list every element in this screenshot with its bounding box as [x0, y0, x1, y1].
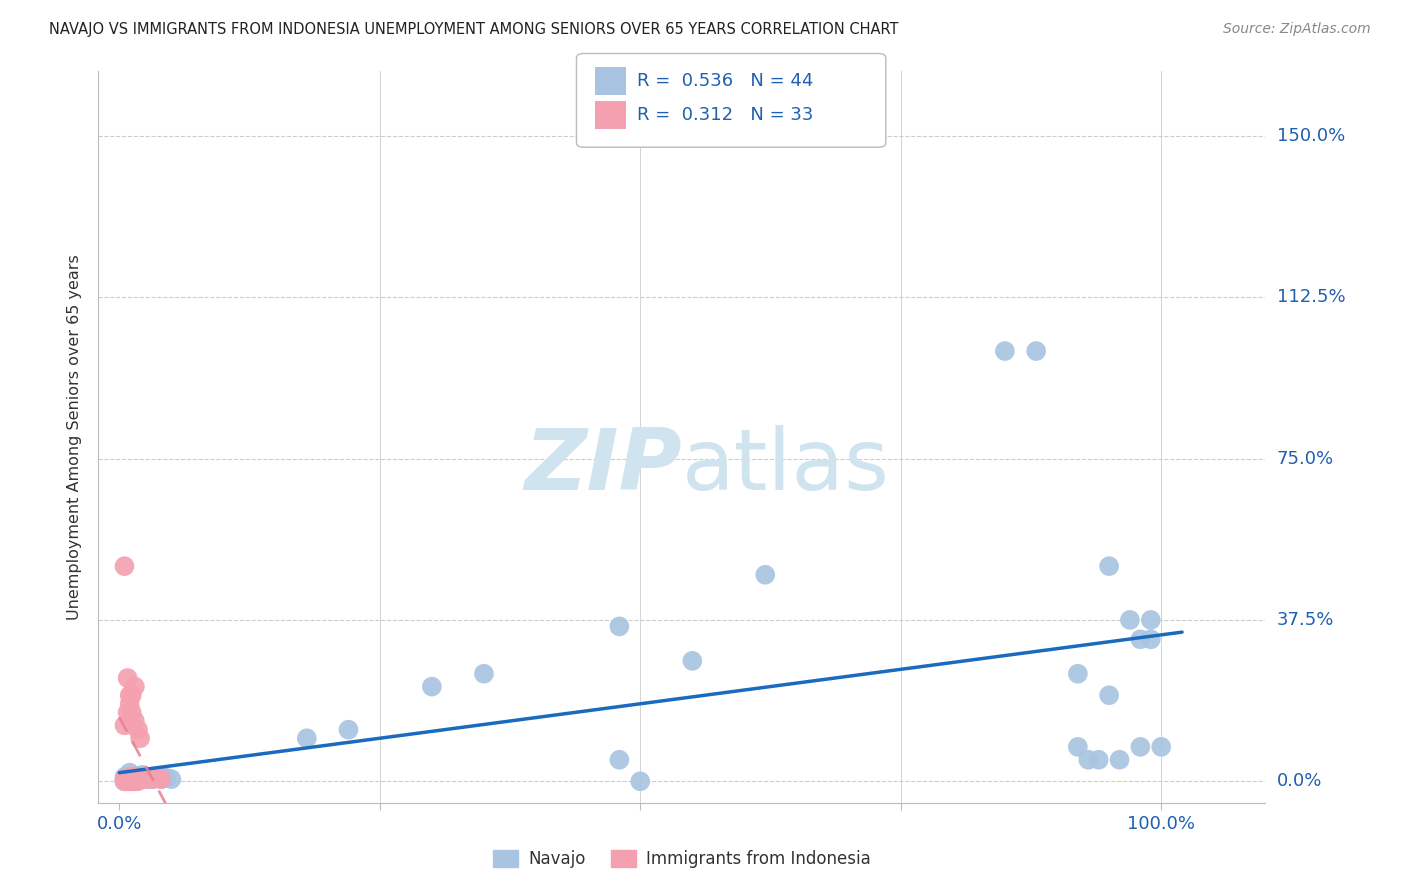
Point [134, 771, 156, 785]
Point [155, 771, 177, 785]
Point [1098, 688, 1121, 702]
Point [124, 771, 146, 785]
Text: Source: ZipAtlas.com: Source: ZipAtlas.com [1223, 22, 1371, 37]
Point [148, 771, 170, 785]
Point [114, 774, 136, 789]
Point [118, 774, 141, 789]
Point [121, 769, 143, 783]
Point [1025, 344, 1047, 359]
Point [420, 680, 443, 694]
Y-axis label: Unemployment Among Seniors over 65 years: Unemployment Among Seniors over 65 years [67, 254, 83, 620]
Point [994, 344, 1017, 359]
Point [114, 559, 136, 574]
Point [1077, 753, 1099, 767]
Point [124, 771, 146, 785]
Text: R =  0.312   N = 33: R = 0.312 N = 33 [637, 106, 813, 124]
Point [117, 671, 139, 685]
Point [118, 697, 141, 711]
Text: 0.0%: 0.0% [1277, 772, 1322, 790]
Point [118, 774, 141, 789]
Point [1098, 559, 1121, 574]
Point [160, 772, 183, 786]
Point [139, 770, 162, 784]
Point [114, 774, 136, 789]
Point [1087, 753, 1109, 767]
Point [114, 772, 136, 786]
Point [149, 772, 172, 786]
Text: 75.0%: 75.0% [1277, 450, 1334, 467]
Text: ZIP: ZIP [524, 425, 682, 508]
Point [472, 666, 495, 681]
Point [117, 772, 139, 786]
Point [139, 771, 162, 785]
Text: 150.0%: 150.0% [1277, 127, 1344, 145]
Point [124, 774, 146, 789]
Text: 37.5%: 37.5% [1277, 611, 1334, 629]
Text: NAVAJO VS IMMIGRANTS FROM INDONESIA UNEMPLOYMENT AMONG SENIORS OVER 65 YEARS COR: NAVAJO VS IMMIGRANTS FROM INDONESIA UNEM… [49, 22, 898, 37]
Point [149, 772, 172, 786]
Point [118, 688, 141, 702]
Point [1139, 613, 1161, 627]
Point [142, 772, 165, 786]
Point [754, 567, 776, 582]
Point [114, 770, 136, 784]
Point [609, 619, 631, 633]
Point [129, 772, 152, 786]
Text: atlas: atlas [682, 425, 890, 508]
Point [118, 765, 141, 780]
Point [131, 768, 153, 782]
Point [118, 770, 141, 784]
Point [117, 774, 139, 789]
Point [142, 772, 165, 786]
Point [145, 771, 167, 785]
Point [121, 772, 143, 786]
Point [127, 723, 149, 737]
Point [1150, 739, 1173, 754]
Point [127, 774, 149, 789]
Legend: Navajo, Immigrants from Indonesia: Navajo, Immigrants from Indonesia [486, 844, 877, 875]
Point [152, 770, 174, 784]
Point [337, 723, 360, 737]
Text: 112.5%: 112.5% [1277, 288, 1346, 306]
Point [1067, 739, 1090, 754]
Point [138, 770, 160, 784]
Point [1129, 632, 1152, 647]
Point [148, 769, 170, 783]
Point [628, 774, 651, 789]
Point [117, 771, 139, 785]
Point [121, 688, 143, 702]
Point [138, 772, 160, 786]
Point [1139, 632, 1161, 647]
Point [121, 774, 143, 789]
Point [1067, 666, 1090, 681]
Text: R =  0.536   N = 44: R = 0.536 N = 44 [637, 72, 813, 90]
Point [114, 718, 136, 732]
Point [129, 772, 152, 786]
Point [131, 771, 153, 785]
Point [609, 753, 631, 767]
Point [127, 769, 149, 783]
Point [124, 680, 146, 694]
Point [127, 770, 149, 784]
Point [145, 770, 167, 784]
Point [134, 772, 156, 786]
Point [681, 654, 703, 668]
Point [1129, 739, 1152, 754]
Point [1119, 613, 1142, 627]
Point [121, 706, 143, 720]
Point [129, 731, 152, 746]
Point [1108, 753, 1130, 767]
Point [295, 731, 318, 746]
Point [124, 714, 146, 728]
Point [117, 706, 139, 720]
